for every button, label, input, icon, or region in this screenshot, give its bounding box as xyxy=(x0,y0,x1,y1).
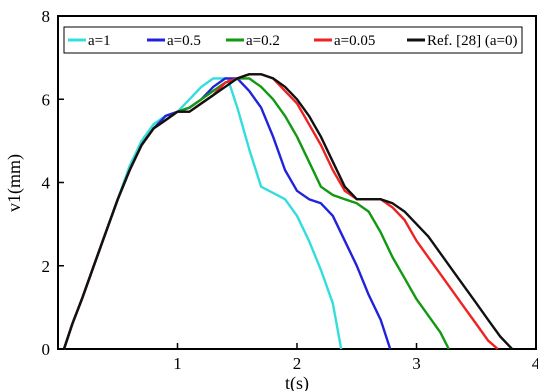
x-tick-label: 4 xyxy=(532,354,538,373)
x-tick-label: 2 xyxy=(293,354,302,373)
legend-box xyxy=(63,26,523,54)
y-tick-label: 8 xyxy=(42,7,51,26)
legend-label-a-0-05: a=0.05 xyxy=(334,33,375,49)
plot-area xyxy=(57,15,537,350)
y-tick-label: 4 xyxy=(42,174,51,193)
x-tick-label: 3 xyxy=(412,354,421,373)
x-tick-label: 1 xyxy=(173,354,182,373)
legend-label-a-0-2: a=0.2 xyxy=(246,33,280,49)
y-tick-label: 2 xyxy=(42,257,51,276)
series-line-ref-28-a-0 xyxy=(62,73,513,350)
axis-layer: 1 2 3 4 0 2 4 6 8 xyxy=(42,7,538,373)
legend-label-a-1: a=1 xyxy=(88,33,111,49)
legend: a=1 a=0.5 a=0.2 a=0.05 Ref. [28] (a=0) xyxy=(63,26,523,54)
y-tick-label: 0 xyxy=(42,340,51,359)
y-tick-label: 6 xyxy=(42,90,51,109)
series-layer xyxy=(62,73,513,350)
x-axis-title: t(s) xyxy=(285,373,309,391)
legend-label-a-0-5: a=0.5 xyxy=(167,33,201,49)
y-axis-title: v1(mm) xyxy=(4,154,25,212)
legend-label-ref-28-a-0: Ref. [28] (a=0) xyxy=(427,33,518,49)
